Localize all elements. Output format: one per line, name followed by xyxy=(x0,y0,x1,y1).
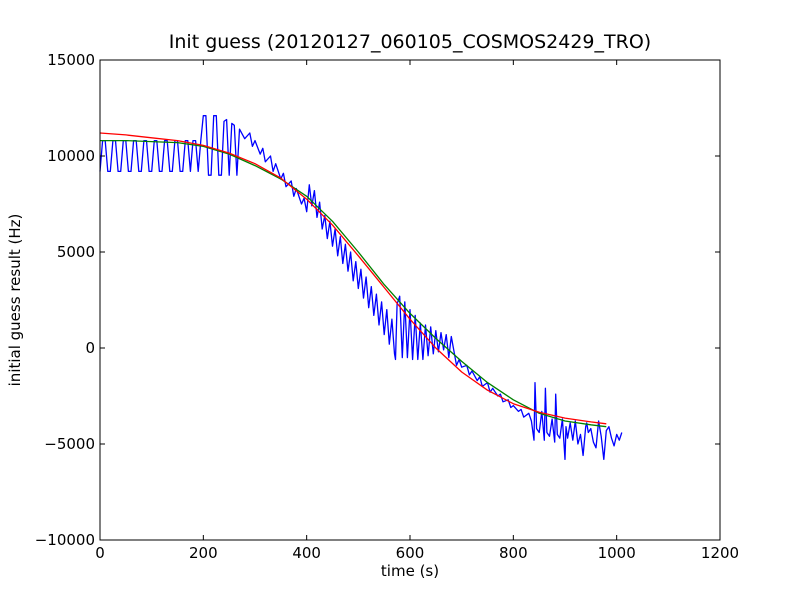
x-tick-label: 400 xyxy=(292,544,321,562)
y-tick-label: −5000 xyxy=(44,435,95,453)
x-tick-label: 0 xyxy=(95,544,105,562)
series-line-1 xyxy=(99,115,623,461)
y-tick-label: 0 xyxy=(85,339,95,357)
y-tick-label: 15000 xyxy=(47,51,95,69)
y-axis-label: initial guess result (Hz) xyxy=(6,214,24,387)
y-tick-label: −10000 xyxy=(35,531,95,549)
tick-layer: 0 200 400 600 800 1000 1200 −10000 −5000 0 5000 100… xyxy=(35,51,739,562)
x-tick-label: 200 xyxy=(189,544,218,562)
y-tick-label: 10000 xyxy=(47,147,95,165)
series-line-3 xyxy=(99,132,607,425)
x-tick-label: 600 xyxy=(396,544,425,562)
plot-frame xyxy=(99,59,721,541)
chart-title: Init guess (20120127_060105_COSMOS2429_T… xyxy=(169,31,651,53)
x-tick-label: 800 xyxy=(499,544,528,562)
series-line-2 xyxy=(100,139,607,428)
y-tick-label: 5000 xyxy=(57,243,95,261)
x-axis-label: time (s) xyxy=(381,562,439,580)
series-layer xyxy=(99,115,623,461)
x-tick-label: 1000 xyxy=(598,544,636,562)
x-tick-label: 1200 xyxy=(701,544,739,562)
